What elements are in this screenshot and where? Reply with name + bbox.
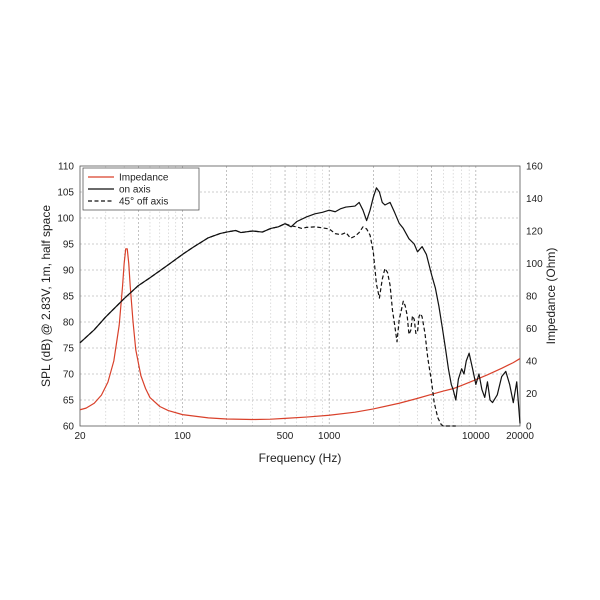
series-line-impedance [79,248,521,421]
legend-box [82,167,200,211]
y-left-tick-label: 70 [63,370,75,381]
y-right-tick-label: 160 [526,162,543,173]
x-tick-label: 10000 [462,431,490,442]
y-left-tick-label: 75 [63,344,75,355]
x-tick-label: 100 [174,431,191,442]
legend-entry-on-axis: on axis [119,185,151,196]
y-right-tick-label: 120 [526,227,543,238]
x-tick-label: 20000 [506,431,534,442]
y-right-tick-label: 20 [526,389,538,400]
legend-entry-impedance: Impedance [119,173,169,184]
series-layer [79,187,521,427]
y-left-tick-label: 95 [63,240,75,251]
series-line-off-axis [79,223,456,427]
y-left-tick-label: 60 [63,422,75,433]
y-right-tick-label: 100 [526,259,543,270]
y-left-tick-label: 80 [63,318,75,329]
y-left-tick-label: 105 [57,188,74,199]
legend-entry-off-axis: 45° off axis [119,197,168,208]
plot-area-frame [79,165,521,427]
y-left-tick-label: 90 [63,266,75,277]
y-right-tick-label: 80 [526,292,538,303]
y-left-tick-label: 85 [63,292,75,303]
y-left-tick-label: 65 [63,396,75,407]
y-left-tick-label: 110 [58,162,74,173]
y-right-tick-label: 140 [526,194,543,205]
x-axis-label: Frequency (Hz) [259,451,342,465]
x-tick-label: 500 [277,431,294,442]
y-right-tick-label: 60 [526,324,538,335]
y-right-tick-label: 40 [526,357,538,368]
x-tick-label: 1000 [318,431,341,442]
x-tick-label: 20 [74,431,86,442]
y-right-tick-label: 0 [526,422,532,433]
y-axis-left-label: SPL (dB) @ 2.83V, 1m, half space [39,205,53,387]
tick-labels: 20 100 500 1000 10000 20000606570758085909510… [57,162,543,443]
y-left-tick-label: 100 [57,214,74,225]
y-axis-right-label: Impedance (Ohm) [544,248,558,345]
legend: Impedance on axis 45° off axis [82,167,200,211]
